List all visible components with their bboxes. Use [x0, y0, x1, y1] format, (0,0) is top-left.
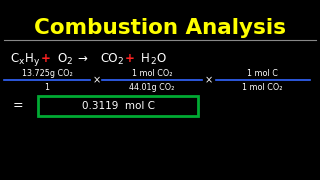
Text: ×: ×: [205, 75, 213, 85]
Text: 44.01g CO₂: 44.01g CO₂: [129, 82, 175, 91]
Text: 1 mol C: 1 mol C: [247, 69, 277, 78]
Text: Combustion Analysis: Combustion Analysis: [34, 18, 286, 38]
Text: +: +: [125, 51, 135, 64]
Text: 2: 2: [150, 57, 156, 66]
Text: O: O: [156, 51, 165, 64]
Text: H: H: [141, 51, 150, 64]
Text: →: →: [77, 51, 87, 64]
Text: ×: ×: [93, 75, 101, 85]
Text: 13.725g CO₂: 13.725g CO₂: [22, 69, 72, 78]
Text: x: x: [19, 57, 24, 66]
Text: +: +: [41, 51, 51, 64]
Text: 0.3119  mol C: 0.3119 mol C: [82, 101, 155, 111]
Text: 2: 2: [66, 57, 72, 66]
Text: CO: CO: [100, 51, 117, 64]
Text: 1 mol CO₂: 1 mol CO₂: [132, 69, 172, 78]
Text: 1 mol CO₂: 1 mol CO₂: [242, 82, 282, 91]
Text: 2: 2: [117, 57, 123, 66]
Text: 1: 1: [44, 82, 50, 91]
Text: y: y: [34, 57, 39, 66]
Bar: [38, 96, 198, 116]
Text: H: H: [25, 51, 34, 64]
Text: =: =: [13, 100, 23, 112]
Text: O: O: [57, 51, 66, 64]
Text: C: C: [10, 51, 18, 64]
